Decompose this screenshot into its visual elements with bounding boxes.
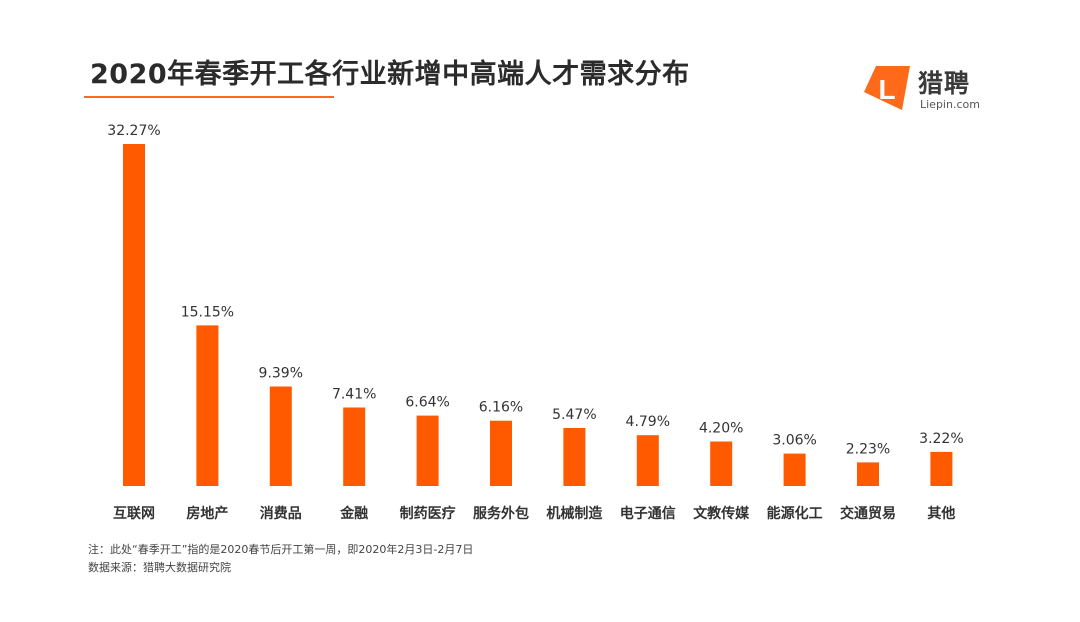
value-label-0: 32.27% xyxy=(107,123,160,139)
category-label-2: 消费品 xyxy=(260,505,302,522)
bar-4 xyxy=(416,415,439,486)
title-underline xyxy=(84,96,334,98)
value-label-4: 6.64% xyxy=(405,395,449,411)
value-label-8: 4.20% xyxy=(699,421,743,437)
category-label-9: 能源化工 xyxy=(767,505,823,522)
category-label-11: 其他 xyxy=(927,505,955,522)
bar-2 xyxy=(269,386,292,486)
value-label-9: 3.06% xyxy=(772,433,816,449)
logo-english-name: Liepin.com xyxy=(920,98,980,111)
liepin-logo-icon: L xyxy=(864,66,910,110)
bar-3 xyxy=(343,407,366,486)
bar-9 xyxy=(783,453,806,486)
bar-10 xyxy=(857,462,879,486)
category-label-1: 房地产 xyxy=(186,505,228,522)
data-source: 数据来源：猎聘大数据研究院 xyxy=(88,561,231,574)
bar-1 xyxy=(196,325,219,486)
value-label-3: 7.41% xyxy=(332,387,376,403)
category-label-5: 服务外包 xyxy=(473,505,529,522)
category-label-10: 交通贸易 xyxy=(840,505,896,522)
value-label-11: 3.22% xyxy=(919,431,963,447)
category-label-3: 金融 xyxy=(339,505,368,522)
bar-11 xyxy=(930,451,953,486)
category-label-0: 互联网 xyxy=(113,506,155,522)
bar-5 xyxy=(490,420,512,486)
value-label-10: 2.23% xyxy=(846,441,890,457)
liepin-logo: L 猎聘 Liepin.com xyxy=(862,62,1002,118)
value-label-7: 4.79% xyxy=(626,414,670,430)
bar-6 xyxy=(563,428,586,486)
category-label-4: 制药医疗 xyxy=(400,505,456,522)
value-label-6: 5.47% xyxy=(552,407,596,423)
value-label-1: 15.15% xyxy=(181,304,234,320)
logo-chinese-name: 猎聘 xyxy=(918,69,971,98)
category-label-6: 机械制造 xyxy=(546,505,602,522)
value-label-2: 9.39% xyxy=(259,366,303,382)
bar-8 xyxy=(710,441,733,486)
bar-7 xyxy=(636,435,659,486)
bar-chart: 32.27% 互联网 15.15% 房地产 9.39% 消费品 7.41% 金融 6.64% 制药… xyxy=(107,123,963,522)
logo-letter: L xyxy=(878,74,895,105)
category-label-7: 电子通信 xyxy=(620,505,676,522)
value-label-5: 6.16% xyxy=(479,400,523,416)
chart-title: 2020年春季开工各行业新增中高端人才需求分布 xyxy=(90,59,690,90)
category-label-8: 文教传媒 xyxy=(693,505,750,522)
footnote: 注：此处“春季开工”指的是2020春节后开工第一周，即2020年2月3日-2月7… xyxy=(88,543,474,556)
bar-0 xyxy=(123,144,145,486)
